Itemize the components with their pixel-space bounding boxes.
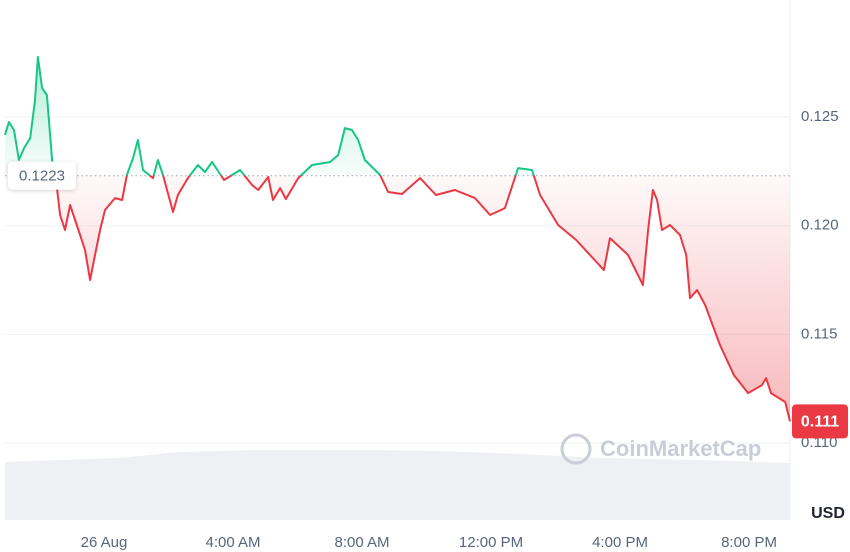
currency-label: USD xyxy=(811,505,845,522)
x-tick-label: 4:00 AM xyxy=(205,534,260,551)
watermark-logo xyxy=(560,433,592,465)
last-price-box xyxy=(792,404,848,439)
y-tick-label: 0.125 xyxy=(801,108,839,125)
x-tick-label: 26 Aug xyxy=(81,534,128,551)
x-tick-label: 8:00 PM xyxy=(721,534,777,551)
watermark-text: CoinMarketCap xyxy=(600,436,761,461)
x-tick-label: 8:00 AM xyxy=(334,534,389,551)
y-tick-label: 0.115 xyxy=(801,325,837,342)
volume-area xyxy=(5,450,790,520)
area-fill xyxy=(5,57,790,422)
baseline-label-box xyxy=(8,161,76,190)
x-tick-label: 12:00 PM xyxy=(459,534,523,551)
last-price-label: 0.111 xyxy=(801,414,839,431)
x-tick-label: 4:00 PM xyxy=(592,534,648,551)
baseline-label: 0.1223 xyxy=(19,168,65,185)
y-tick-label: 0.120 xyxy=(801,217,839,234)
watermark: CoinMarketCap xyxy=(560,433,761,465)
price-line xyxy=(4,56,791,422)
